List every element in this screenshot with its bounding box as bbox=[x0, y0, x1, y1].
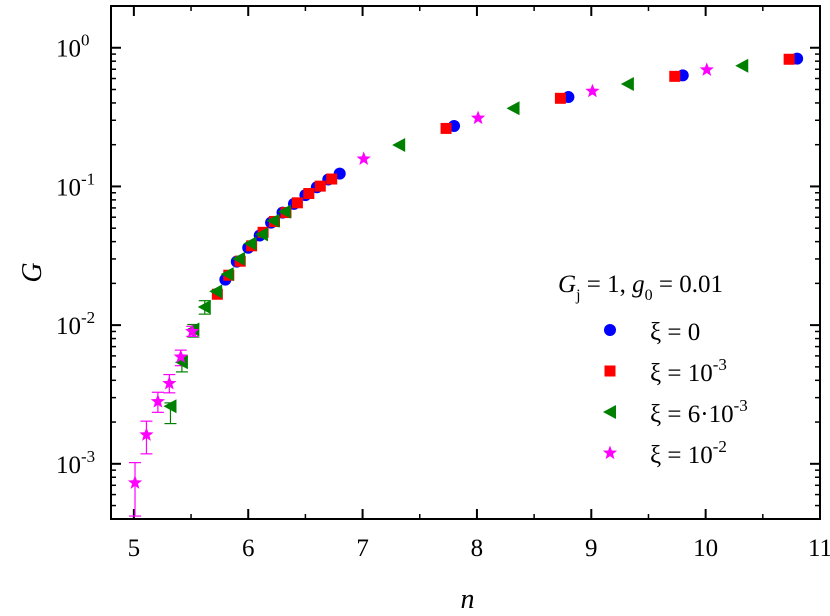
legend-label: ξ = 10-2 bbox=[650, 437, 727, 469]
legend-marker bbox=[604, 324, 616, 336]
legend-marker bbox=[603, 405, 616, 419]
legend-title: Gj = 1, g0 = 0.01 bbox=[558, 271, 723, 304]
data-point bbox=[326, 173, 338, 185]
x-tick-label: 10 bbox=[693, 535, 718, 562]
legend-label: ξ = 6·10-3 bbox=[650, 396, 748, 428]
data-point bbox=[232, 251, 246, 266]
data-point bbox=[620, 76, 634, 91]
data-point bbox=[585, 83, 600, 98]
y-tick-labels: 10-3 10-2 10-1 100 bbox=[56, 31, 95, 479]
data-point bbox=[185, 323, 200, 338]
x-tick-labels: 5 6 7 8 9 10 11 bbox=[128, 535, 830, 562]
data-point bbox=[162, 375, 177, 390]
data-point bbox=[150, 394, 166, 408]
data-point bbox=[314, 180, 326, 192]
data-point bbox=[209, 284, 223, 299]
x-tick-label: 11 bbox=[808, 535, 830, 562]
legend-marker bbox=[602, 445, 618, 460]
data-point bbox=[127, 475, 143, 489]
data-point bbox=[506, 101, 520, 116]
data-point bbox=[220, 267, 234, 282]
data-point bbox=[173, 349, 188, 363]
plot-frame bbox=[110, 5, 821, 520]
legend-marker bbox=[604, 365, 616, 377]
data-points bbox=[127, 52, 804, 489]
data-point bbox=[254, 227, 268, 242]
y-tick-label: 100 bbox=[56, 31, 90, 63]
data-point bbox=[139, 427, 154, 441]
y-tick-label: 10-1 bbox=[56, 169, 95, 201]
y-tick-label: 10-2 bbox=[56, 308, 95, 340]
x-tick-label: 8 bbox=[471, 535, 484, 562]
data-point bbox=[440, 122, 452, 134]
x-axis-title: n bbox=[461, 584, 475, 615]
x-tick-label: 5 bbox=[128, 535, 141, 562]
y-tick-label: 10-3 bbox=[56, 447, 95, 479]
data-point bbox=[266, 213, 280, 228]
legend-items: ξ = 0 ξ = 10-3 ξ = 6·10-3 ξ = 10-2 bbox=[602, 319, 748, 469]
data-point bbox=[174, 355, 188, 370]
data-point bbox=[699, 62, 714, 76]
data-point bbox=[783, 53, 795, 65]
data-point bbox=[470, 110, 486, 125]
data-point bbox=[554, 92, 566, 104]
data-point bbox=[356, 151, 371, 165]
x-tick-label: 6 bbox=[242, 535, 255, 562]
legend: Gj = 1, g0 = 0.01 ξ = 0 ξ = 10-3 ξ = 6·10-… bbox=[558, 271, 748, 469]
x-tick-label: 7 bbox=[356, 535, 369, 562]
data-point bbox=[277, 204, 291, 219]
data-point bbox=[197, 300, 211, 315]
y-axis-title: G bbox=[17, 262, 48, 282]
data-point bbox=[735, 58, 749, 73]
data-point bbox=[291, 197, 303, 209]
data-point bbox=[243, 236, 257, 251]
legend-label: ξ = 0 bbox=[650, 319, 700, 346]
data-point bbox=[392, 137, 406, 152]
data-point bbox=[669, 70, 681, 82]
legend-label: ξ = 10-3 bbox=[650, 355, 727, 387]
data-point bbox=[163, 399, 177, 414]
data-point bbox=[303, 188, 315, 200]
x-tick-label: 9 bbox=[585, 535, 598, 562]
